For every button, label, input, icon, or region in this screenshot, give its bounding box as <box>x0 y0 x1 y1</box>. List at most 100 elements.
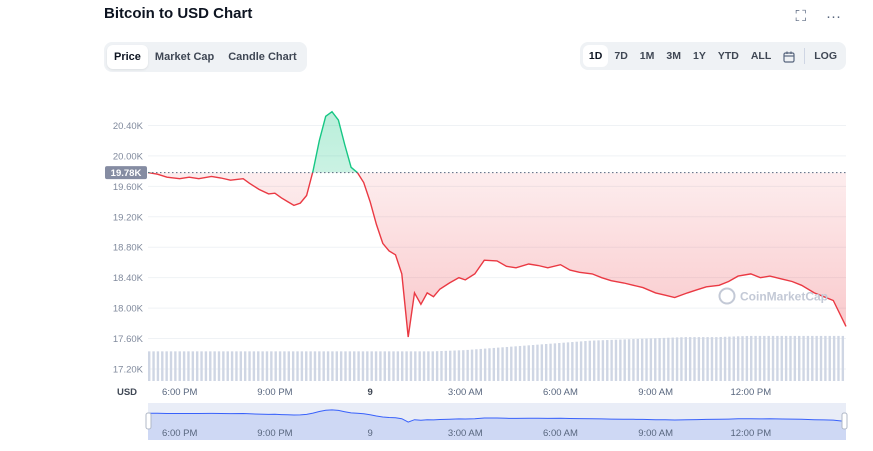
volume-bar <box>811 335 814 381</box>
volume-bar <box>257 351 260 381</box>
volume-bar <box>457 350 461 381</box>
volume-bar <box>248 351 251 381</box>
volume-bar <box>322 351 325 381</box>
navigator-tick-label: 9 <box>367 428 372 439</box>
price-area-down <box>148 172 846 337</box>
navigator-tick-label: 9:00 PM <box>257 428 292 439</box>
volume-bar <box>536 344 539 381</box>
volume-bar <box>832 335 836 381</box>
volume-bar <box>715 337 718 381</box>
volume-bar <box>658 338 661 381</box>
volume-bar <box>239 351 243 381</box>
volume-bar <box>462 350 465 381</box>
volume-bar <box>523 345 526 381</box>
volume-bar <box>750 335 753 381</box>
navigator-area <box>148 409 846 440</box>
volume-bar <box>667 337 670 381</box>
volume-bar <box>178 351 181 381</box>
volume-bar <box>636 338 639 381</box>
tab-market-cap[interactable]: Market Cap <box>154 51 215 63</box>
volume-bar <box>802 335 805 381</box>
watermark-logo <box>718 287 736 305</box>
volume-bar <box>798 335 801 381</box>
volume-bar <box>296 351 299 381</box>
volume-bar <box>270 351 273 381</box>
volume-bar <box>161 351 164 381</box>
tab-candle-chart[interactable]: Candle Chart <box>228 51 297 63</box>
volume-bar <box>435 351 439 381</box>
y-tick-label: 18.00K <box>113 304 144 315</box>
volume-bar <box>152 351 155 381</box>
volume-bar <box>741 336 744 381</box>
volume-bar <box>326 351 330 381</box>
range-1d[interactable]: 1D <box>582 45 609 67</box>
volume-bar <box>392 351 395 381</box>
volume-bar <box>815 335 818 381</box>
volume-bar <box>331 351 334 381</box>
volume-bar <box>409 351 413 381</box>
volume-bar <box>501 347 504 381</box>
volume-bar <box>226 351 229 381</box>
volume-bar <box>505 346 509 381</box>
range-7d[interactable]: 7D <box>614 50 628 62</box>
volume-bar <box>758 335 762 381</box>
volume-bar <box>767 335 770 381</box>
price-line-down <box>147 172 847 338</box>
volume-bar <box>204 351 208 381</box>
volume-bar <box>575 341 578 381</box>
range-3m[interactable]: 3M <box>666 50 681 62</box>
volume-bar <box>427 351 430 381</box>
range-all[interactable]: ALL <box>750 50 772 62</box>
volume-bar <box>592 340 596 381</box>
volume-bar <box>514 346 517 381</box>
y-tick-label: 18.40K <box>113 273 144 284</box>
volume-bar <box>566 342 570 381</box>
y-axis-labels: 20.40K 20.00K 19.60K 19.20K 18.80K 18.40K 18.0… <box>113 121 144 376</box>
volume-bar <box>483 348 487 381</box>
volume-bar <box>510 346 513 381</box>
x-tick-label: 3:00 AM <box>448 387 483 398</box>
range-1y[interactable]: 1Y <box>692 50 706 62</box>
volume-bar <box>540 344 544 381</box>
y-tick-label: 19.20K <box>113 212 144 223</box>
volume-bar <box>588 340 592 381</box>
chart-title: Bitcoin to USD Chart <box>104 5 253 22</box>
volume-bar <box>278 351 282 381</box>
volume-bar <box>562 342 565 381</box>
navigator-tick-label: 6:00 AM <box>543 428 578 439</box>
volume-bar <box>706 337 709 381</box>
volume-bar <box>745 335 749 381</box>
fullscreen-icon[interactable]: ⛶ <box>795 8 806 25</box>
volume-bar <box>780 335 783 381</box>
volume-bar <box>789 335 792 381</box>
x-tick-label: 12:00 PM <box>730 387 771 398</box>
volume-bar <box>148 351 151 381</box>
volume-bar <box>209 351 212 381</box>
time-range-selector: 1D 7D 1M 3M 1Y YTD ALL LOG <box>579 42 846 70</box>
tab-price[interactable]: Price <box>107 45 148 69</box>
volume-bar <box>518 345 522 381</box>
volume-bar <box>497 347 500 381</box>
volume-bar <box>200 351 203 381</box>
volume-bar <box>527 345 530 381</box>
volume-bar <box>776 335 779 381</box>
x-tick-label: 6:00 AM <box>543 387 578 398</box>
range-ytd[interactable]: YTD <box>717 50 739 62</box>
volume-bar <box>640 338 644 381</box>
navigator[interactable]: 6:00 PM 9:00 PM 9 3:00 AM 6:00 AM 9:00 AM 12:0… <box>145 403 848 440</box>
volume-bar <box>174 351 177 381</box>
volume-bar <box>370 351 373 381</box>
range-1m[interactable]: 1M <box>639 50 655 62</box>
volume-bar <box>710 337 714 381</box>
x-tick-label: 9 <box>367 387 372 398</box>
volume-bar <box>684 337 687 381</box>
more-options-icon[interactable]: ··· <box>826 8 841 25</box>
volume-bar <box>396 351 400 381</box>
price-line <box>147 110 847 338</box>
watermark-text: CoinMarketCap <box>740 290 828 304</box>
log-toggle[interactable]: LOG <box>814 50 837 62</box>
navigator-tick-label: 9:00 AM <box>638 428 673 439</box>
volume-bar <box>335 351 338 381</box>
calendar-icon[interactable] <box>777 45 801 67</box>
volume-bar <box>719 336 722 381</box>
